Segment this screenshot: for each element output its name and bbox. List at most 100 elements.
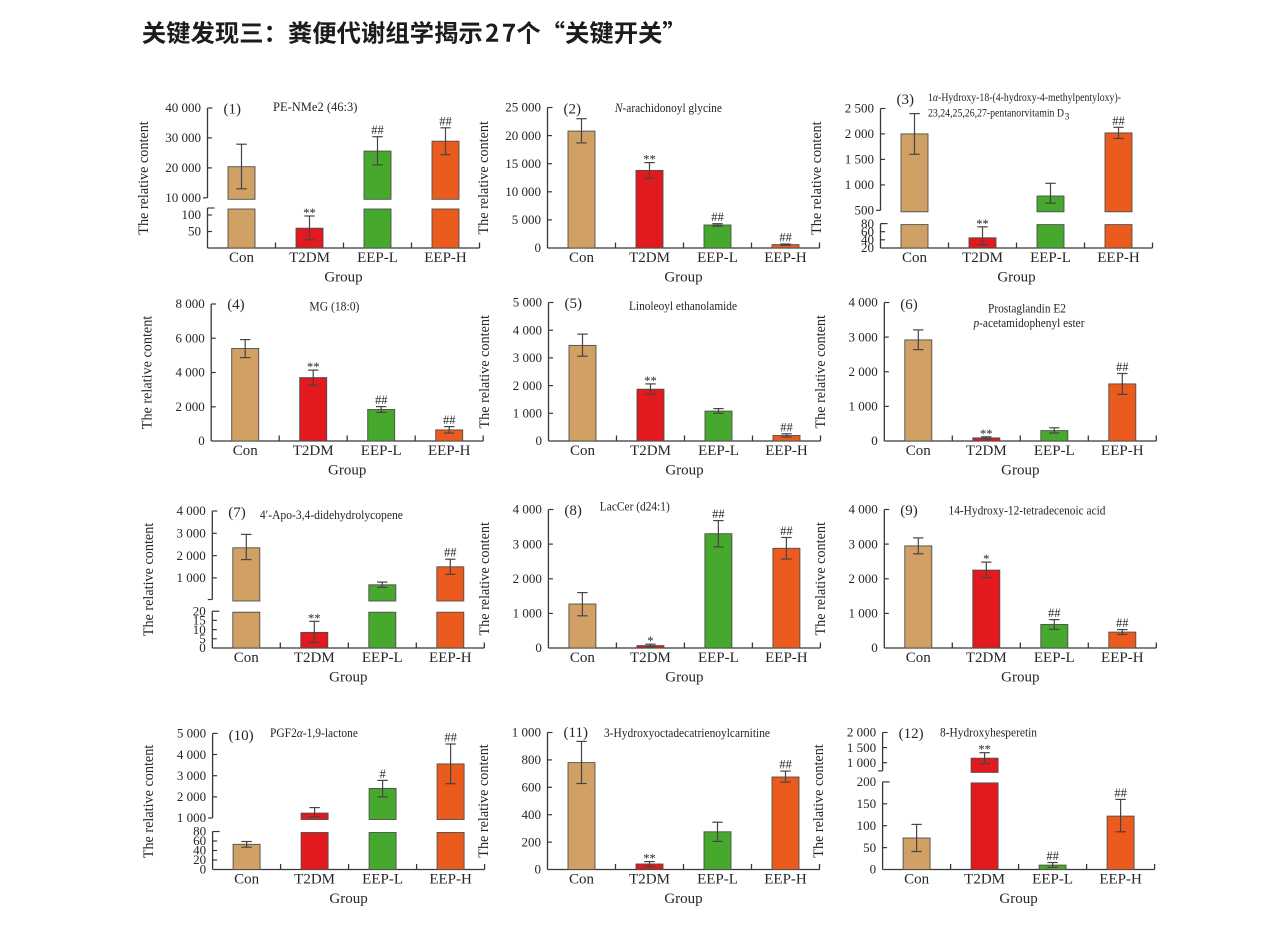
svg-text:EEP-H: EEP-H — [765, 443, 808, 459]
svg-text:*: * — [983, 552, 989, 566]
svg-text:4′-Apo-3,4-didehydrolycopene: 4′-Apo-3,4-didehydrolycopene — [260, 508, 403, 522]
svg-text:**: ** — [307, 360, 320, 374]
svg-text:0: 0 — [871, 640, 878, 655]
svg-text:Con: Con — [570, 443, 596, 459]
svg-text:(5): (5) — [565, 296, 583, 312]
svg-text:1 000: 1 000 — [849, 399, 878, 414]
svg-text:The relative content: The relative content — [809, 121, 825, 235]
svg-text:T2DM: T2DM — [630, 443, 671, 459]
svg-text:1 000: 1 000 — [177, 810, 206, 825]
svg-text:The relative content: The relative content — [477, 522, 493, 636]
svg-text:#: # — [379, 767, 386, 781]
svg-text:##: ## — [779, 758, 792, 772]
svg-text:**: ** — [643, 153, 656, 167]
svg-text:The relative content: The relative content — [813, 522, 829, 636]
svg-text:200: 200 — [857, 774, 877, 789]
svg-text:Con: Con — [229, 250, 255, 266]
svg-text:##: ## — [375, 393, 388, 407]
svg-text:2 000: 2 000 — [175, 399, 204, 414]
svg-text:Con: Con — [906, 443, 932, 459]
svg-text:**: ** — [303, 206, 316, 220]
svg-text:400: 400 — [522, 807, 542, 822]
svg-text:15 000: 15 000 — [505, 156, 541, 171]
svg-text:The relative content: The relative content — [140, 316, 156, 430]
svg-text:5 000: 5 000 — [177, 726, 206, 741]
svg-text:1 000: 1 000 — [513, 406, 542, 421]
svg-text:Group: Group — [665, 463, 703, 479]
svg-text:##: ## — [371, 123, 384, 137]
svg-text:20 000: 20 000 — [505, 128, 541, 143]
svg-text:5 000: 5 000 — [512, 212, 541, 227]
svg-text:Group: Group — [328, 463, 366, 479]
svg-text:Con: Con — [569, 250, 595, 266]
svg-text:10 000: 10 000 — [165, 190, 201, 205]
svg-text:EEP-H: EEP-H — [764, 250, 807, 266]
svg-text:PGF2α-1,9-lactone: PGF2α-1,9-lactone — [270, 726, 358, 740]
svg-text:0: 0 — [200, 862, 207, 877]
svg-text:Con: Con — [906, 650, 932, 666]
svg-text:(1): (1) — [224, 102, 242, 118]
svg-text:EEP-H: EEP-H — [424, 250, 467, 266]
svg-text:Group: Group — [665, 670, 703, 686]
svg-text:Group: Group — [664, 270, 702, 286]
svg-text:0: 0 — [535, 862, 542, 877]
svg-text:The relative content: The relative content — [136, 121, 152, 235]
svg-text:8 000: 8 000 — [175, 296, 204, 311]
svg-text:30 000: 30 000 — [165, 130, 201, 145]
svg-text:4 000: 4 000 — [849, 295, 878, 310]
svg-text:15: 15 — [193, 613, 206, 628]
svg-text:2 000: 2 000 — [177, 548, 206, 563]
svg-text:50: 50 — [863, 840, 876, 855]
svg-text:EEP-L: EEP-L — [698, 650, 739, 666]
svg-text:##: ## — [443, 413, 456, 427]
svg-text:4 000: 4 000 — [177, 747, 206, 762]
svg-text:MG (18:0): MG (18:0) — [309, 300, 359, 314]
svg-text:3 000: 3 000 — [849, 536, 878, 551]
svg-text:2 000: 2 000 — [847, 725, 876, 740]
svg-text:5: 5 — [199, 631, 206, 646]
svg-text:Linoleoyl ethanolamide: Linoleoyl ethanolamide — [629, 299, 737, 313]
svg-text:##: ## — [439, 114, 452, 128]
svg-text:The relative content: The relative content — [811, 744, 827, 858]
svg-text:Group: Group — [1001, 463, 1039, 479]
svg-text:1 000: 1 000 — [513, 606, 542, 621]
svg-text:(9): (9) — [900, 503, 918, 519]
svg-text:2 000: 2 000 — [849, 364, 878, 379]
svg-text:4 000: 4 000 — [849, 502, 878, 517]
svg-text:EEP-L: EEP-L — [362, 650, 403, 666]
svg-text:T2DM: T2DM — [294, 650, 335, 666]
svg-text:**: ** — [644, 374, 657, 388]
svg-text:3: 3 — [1065, 112, 1070, 122]
svg-text:0: 0 — [535, 640, 542, 655]
svg-text:EEP-H: EEP-H — [429, 872, 472, 888]
svg-text:23,24,25,26,27-pentanorvitamin: 23,24,25,26,27-pentanorvitamin D — [928, 106, 1064, 120]
svg-text:1 500: 1 500 — [845, 152, 874, 167]
svg-text:4 000: 4 000 — [513, 502, 542, 517]
svg-text:0: 0 — [199, 640, 206, 655]
svg-text:(4): (4) — [227, 297, 245, 313]
svg-text:(3): (3) — [897, 92, 915, 108]
svg-text:Con: Con — [234, 650, 260, 666]
svg-text:T2DM: T2DM — [630, 650, 671, 666]
svg-text:LacCer (d24:1): LacCer (d24:1) — [600, 500, 670, 514]
svg-text:0: 0 — [536, 433, 543, 448]
svg-text:Group: Group — [329, 891, 367, 907]
svg-text:10 000: 10 000 — [505, 184, 541, 199]
svg-text:EEP-H: EEP-H — [1099, 872, 1142, 888]
svg-text:The relative content: The relative content — [141, 745, 157, 859]
svg-text:T2DM: T2DM — [629, 250, 670, 266]
svg-text:EEP-L: EEP-L — [697, 250, 738, 266]
svg-text:1 000: 1 000 — [847, 755, 876, 770]
svg-text:Con: Con — [233, 443, 259, 459]
svg-text:1α-Hydroxy-18-(4-hydroxy-4-met: 1α-Hydroxy-18-(4-hydroxy-4-methylpentylo… — [928, 90, 1121, 104]
svg-text:2 500: 2 500 — [845, 101, 874, 116]
svg-text:600: 600 — [522, 780, 542, 795]
svg-text:**: ** — [978, 743, 991, 757]
svg-text:2 000: 2 000 — [513, 571, 542, 586]
svg-text:Prostaglandin E2: Prostaglandin E2 — [988, 301, 1066, 315]
svg-text:T2DM: T2DM — [966, 650, 1007, 666]
svg-text:60: 60 — [193, 833, 206, 848]
svg-text:Con: Con — [902, 250, 928, 266]
svg-text:EEP-L: EEP-L — [698, 443, 739, 459]
svg-text:(10): (10) — [229, 728, 254, 744]
